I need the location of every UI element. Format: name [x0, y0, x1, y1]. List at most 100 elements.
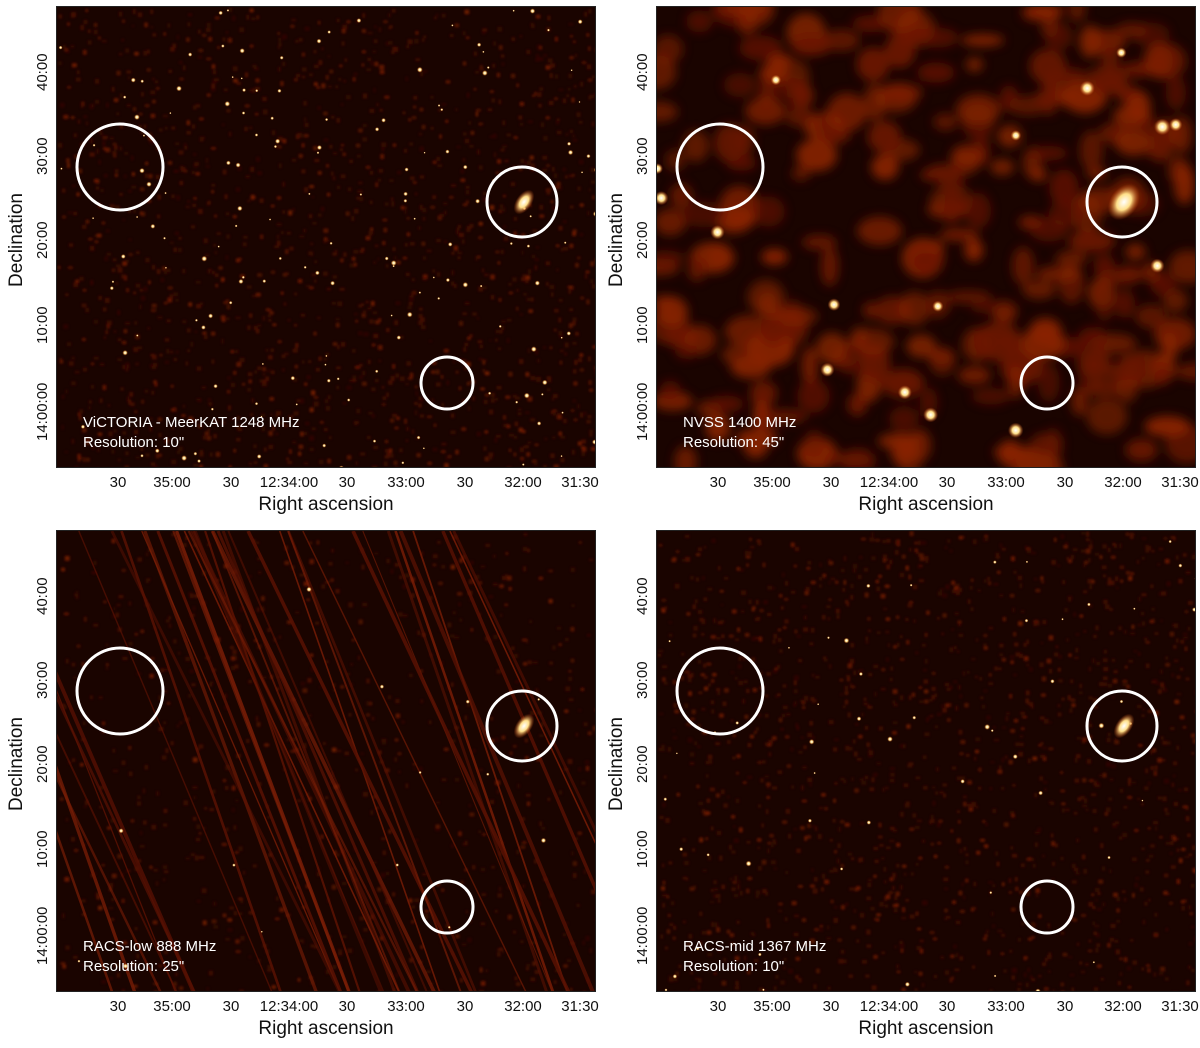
sky-map-svg	[657, 531, 1195, 991]
target-circles	[75, 122, 559, 411]
x-tick-label: 30	[222, 474, 240, 491]
survey-label: RACS-low 888 MHz	[83, 938, 217, 955]
y-tick-label: 20:00	[634, 745, 651, 783]
target-circles	[675, 122, 1159, 411]
target-circles	[675, 646, 1159, 935]
x-tick-label: 30	[338, 474, 356, 491]
survey-label: RACS-mid 1367 MHz	[683, 938, 827, 955]
target-circle-1	[675, 646, 765, 736]
target-circle-1	[75, 646, 165, 736]
noise-texture	[58, 7, 595, 467]
x-tick-label: 31:30	[1161, 998, 1199, 1015]
y-axis-label: Declination	[6, 193, 27, 287]
x-tick-label: 35:00	[753, 998, 791, 1015]
survey-label: ViCTORIA - MeerKAT 1248 MHz	[83, 414, 300, 431]
x-tick-label: 30	[822, 474, 840, 491]
target-circle-2	[485, 689, 559, 763]
x-tick-label: 12:34:00	[259, 474, 319, 491]
x-axis-label: Right ascension	[258, 1018, 394, 1039]
y-tick-label: 30:00	[634, 137, 651, 175]
radio-image: RACS-low 888 MHz Resolution: 25"	[56, 530, 596, 992]
bright-radio-galaxy	[513, 189, 535, 215]
radio-image: ViCTORIA - MeerKAT 1248 MHz Resolution: 1…	[56, 6, 596, 468]
x-tick-label: 30	[1056, 998, 1074, 1015]
x-tick-label: 31:30	[561, 998, 599, 1015]
target-circle-1	[675, 122, 765, 212]
radio-image: RACS-mid 1367 MHz Resolution: 10"	[656, 530, 1196, 992]
y-tick-label: 14:00:00	[34, 906, 51, 965]
x-tick-label: 30	[456, 474, 474, 491]
survey-label: NVSS 1400 MHz	[683, 414, 797, 431]
y-tick-label: 30:00	[34, 137, 51, 175]
y-tick-label: 30:00	[634, 661, 651, 699]
x-tick-label: 32:00	[504, 998, 542, 1015]
y-tick-label: 10:00	[634, 830, 651, 868]
x-tick-label: 33:00	[987, 474, 1025, 491]
panel-racs-mid: RACS-mid 1367 MHz Resolution: 10" 30 35:00 3…	[600, 524, 1200, 1048]
x-tick-label: 30	[338, 998, 356, 1015]
x-axis-label: Right ascension	[858, 494, 994, 515]
artifact-streaks	[57, 531, 595, 991]
target-circle-3	[1019, 355, 1075, 411]
target-circle-1	[75, 122, 165, 212]
target-circle-3	[1019, 879, 1075, 935]
y-tick-label: 40:00	[634, 53, 651, 91]
resolution-label: Resolution: 10"	[683, 958, 785, 975]
y-tick-label: 14:00:00	[634, 382, 651, 441]
x-tick-label: 33:00	[387, 474, 425, 491]
resolution-label: Resolution: 10"	[83, 434, 185, 451]
panel-victoria-meerkat: ViCTORIA - MeerKAT 1248 MHz Resolution: 1…	[0, 0, 600, 524]
x-tick-label: 33:00	[387, 998, 425, 1015]
panel-nvss: NVSS 1400 MHz Resolution: 45" 30 35:00 30 12:…	[600, 0, 1200, 524]
point-sources	[657, 47, 1183, 439]
x-tick-label: 35:00	[153, 474, 191, 491]
x-tick-label: 30	[938, 998, 956, 1015]
sky-map-svg	[657, 7, 1195, 467]
x-axis-label: Right ascension	[258, 494, 394, 515]
resolution-label: Resolution: 45"	[683, 434, 785, 451]
x-tick-label: 35:00	[153, 998, 191, 1015]
x-tick-label: 33:00	[987, 998, 1025, 1015]
x-tick-label: 35:00	[753, 474, 791, 491]
y-tick-label: 40:00	[634, 577, 651, 615]
x-tick-label: 32:00	[1104, 474, 1142, 491]
target-circles	[75, 646, 559, 935]
x-tick-label: 30	[456, 998, 474, 1015]
x-tick-label: 32:00	[504, 474, 542, 491]
y-tick-label: 20:00	[34, 221, 51, 259]
bright-radio-galaxy	[513, 713, 535, 739]
sky-map-svg	[57, 7, 595, 467]
x-tick-label: 30	[222, 998, 240, 1015]
y-tick-label: 40:00	[34, 53, 51, 91]
y-tick-label: 10:00	[34, 306, 51, 344]
sky-map-svg	[57, 531, 595, 991]
x-tick-label: 30	[709, 998, 727, 1015]
bright-radio-galaxy	[1113, 713, 1135, 739]
x-tick-label: 31:30	[1161, 474, 1199, 491]
y-tick-label: 20:00	[634, 221, 651, 259]
target-circle-3	[419, 355, 475, 411]
y-tick-label: 14:00:00	[634, 906, 651, 965]
x-axis-label: Right ascension	[858, 1018, 994, 1039]
x-tick-label: 12:34:00	[859, 474, 919, 491]
y-axis-label: Declination	[6, 717, 27, 811]
panel-racs-low: RACS-low 888 MHz Resolution: 25" 30 35:00 30…	[0, 524, 600, 1048]
x-tick-label: 12:34:00	[859, 998, 919, 1015]
point-sources	[58, 8, 595, 467]
target-circle-2	[485, 165, 559, 239]
y-tick-label: 10:00	[34, 830, 51, 868]
point-sources	[77, 586, 547, 969]
x-tick-label: 30	[109, 998, 127, 1015]
target-circle-2	[1085, 689, 1159, 763]
y-tick-label: 14:00:00	[34, 382, 51, 441]
bright-radio-galaxy	[1107, 183, 1141, 221]
x-tick-label: 32:00	[1104, 998, 1142, 1015]
x-tick-label: 30	[709, 474, 727, 491]
radio-image: NVSS 1400 MHz Resolution: 45"	[656, 6, 1196, 468]
y-axis-label: Declination	[606, 193, 627, 287]
x-tick-label: 30	[1056, 474, 1074, 491]
y-tick-label: 40:00	[34, 577, 51, 615]
target-circle-2	[1085, 165, 1159, 239]
noise-texture	[657, 531, 1195, 991]
point-sources	[663, 539, 1195, 991]
